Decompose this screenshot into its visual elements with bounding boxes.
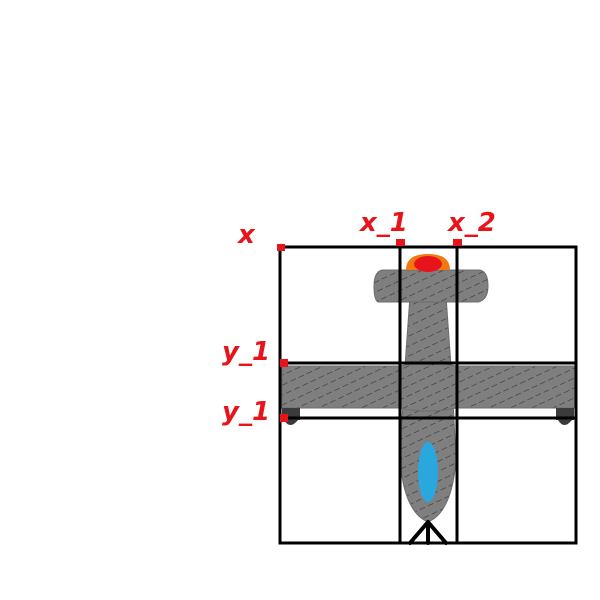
label-y1-bottom: y_1 — [222, 397, 270, 427]
label-x: x — [236, 220, 256, 250]
grid — [278, 245, 578, 545]
tick-x1 — [396, 239, 405, 246]
tick-markers — [277, 239, 462, 422]
label-x2: x_2 — [446, 208, 496, 238]
label-y1-top: y_1 — [222, 337, 270, 367]
tail-wing — [373, 269, 489, 303]
main-wing — [281, 362, 577, 412]
tick-y1-bottom — [280, 414, 288, 422]
cockpit-icon — [418, 442, 438, 502]
tick-x2 — [453, 239, 462, 246]
grid-outer-border — [278, 245, 578, 545]
tail-fin-icon — [408, 520, 448, 545]
label-x1: x_1 — [358, 208, 408, 238]
tick-x — [277, 244, 285, 251]
airplane-top-view-icon — [281, 254, 577, 545]
engine-icon — [406, 254, 450, 272]
tick-y1-top — [280, 359, 288, 367]
